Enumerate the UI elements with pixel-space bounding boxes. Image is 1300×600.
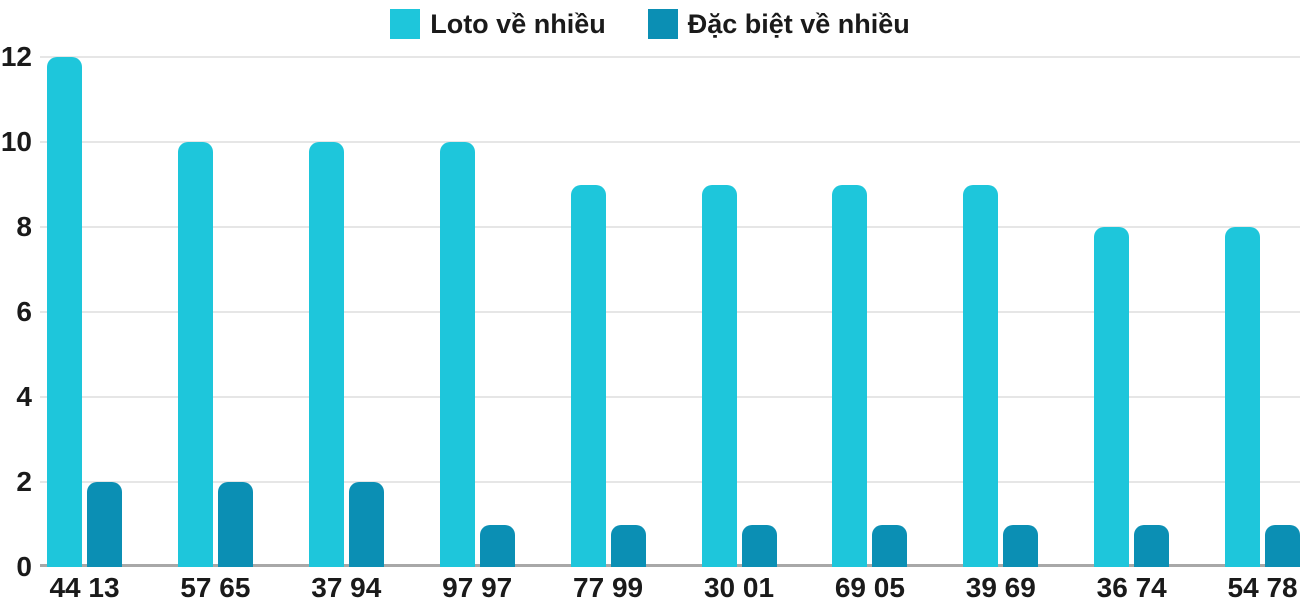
x-axis-tick-label: 69 05 [834,572,905,600]
x-axis-tick-label: 57 65 [180,572,251,600]
y-axis-tick-label: 2 [16,466,32,497]
plot-area: 44 13 57 65 37 94 97 97 77 99 30 01 69 05 39 69… [40,56,1300,600]
dacbiet-bar[interactable] [217,482,253,567]
dacbiet-bar[interactable] [1134,524,1170,567]
loto-bar[interactable] [1225,227,1261,567]
y-axis-tick-label: 4 [16,381,32,412]
gridline [40,141,1300,143]
x-axis-tick-label: 44 13 [49,572,120,600]
dacbiet-bar[interactable] [87,482,122,567]
y-axis-tick-label: 12 [0,41,32,72]
legend-label-loto: Loto về nhiều [430,8,606,39]
y-axis-tick-label: 0 [16,551,32,582]
y-axis-tick-label: 6 [16,296,32,327]
loto-bar[interactable] [963,184,999,567]
x-axis-tick-label: 97 97 [442,572,513,600]
legend-swatch-loto-icon [390,9,421,39]
legend-item-loto[interactable]: Loto về nhiều [390,9,606,39]
dacbiet-bar[interactable] [1003,524,1039,567]
loto-bar[interactable] [47,57,82,567]
loto-bar[interactable] [1094,227,1130,567]
x-axis-tick-label: 36 74 [1096,572,1167,600]
dacbiet-bar[interactable] [610,524,646,567]
x-axis-line [40,564,1300,567]
dacbiet-bar[interactable] [872,524,908,567]
legend-swatch-dacbiet-icon [647,9,678,39]
gridline [40,311,1300,313]
legend-label-dacbiet: Đặc biệt về nhiều [687,8,910,39]
gridline [40,56,1300,58]
legend-item-dacbiet[interactable]: Đặc biệt về nhiều [647,8,910,39]
loto-bar[interactable] [177,142,213,567]
dacbiet-bar[interactable] [479,524,515,567]
dacbiet-bar[interactable] [348,482,384,567]
x-axis-tick-label: 39 69 [965,572,1036,600]
loto-bar[interactable] [701,184,737,567]
x-axis-tick-label: 77 99 [573,572,644,600]
gridline [40,396,1300,398]
loto-bar[interactable] [570,184,606,567]
x-axis-tick-label: 54 78 [1227,572,1298,600]
gridline [40,226,1300,228]
y-axis-tick-label: 10 [0,126,32,157]
x-axis-tick-label: 30 01 [703,572,775,600]
gridline [40,481,1300,483]
loto-bar[interactable] [439,142,475,567]
legend: Loto về nhiều Đặc biệt về nhiều [0,9,1300,39]
loto-bar[interactable] [308,142,344,567]
y-axis-tick-label: 8 [16,211,32,242]
x-axis-tick-label: 37 94 [311,572,382,600]
dacbiet-bar[interactable] [1265,524,1300,567]
dacbiet-bar[interactable] [741,524,777,567]
loto-bar[interactable] [832,184,868,567]
